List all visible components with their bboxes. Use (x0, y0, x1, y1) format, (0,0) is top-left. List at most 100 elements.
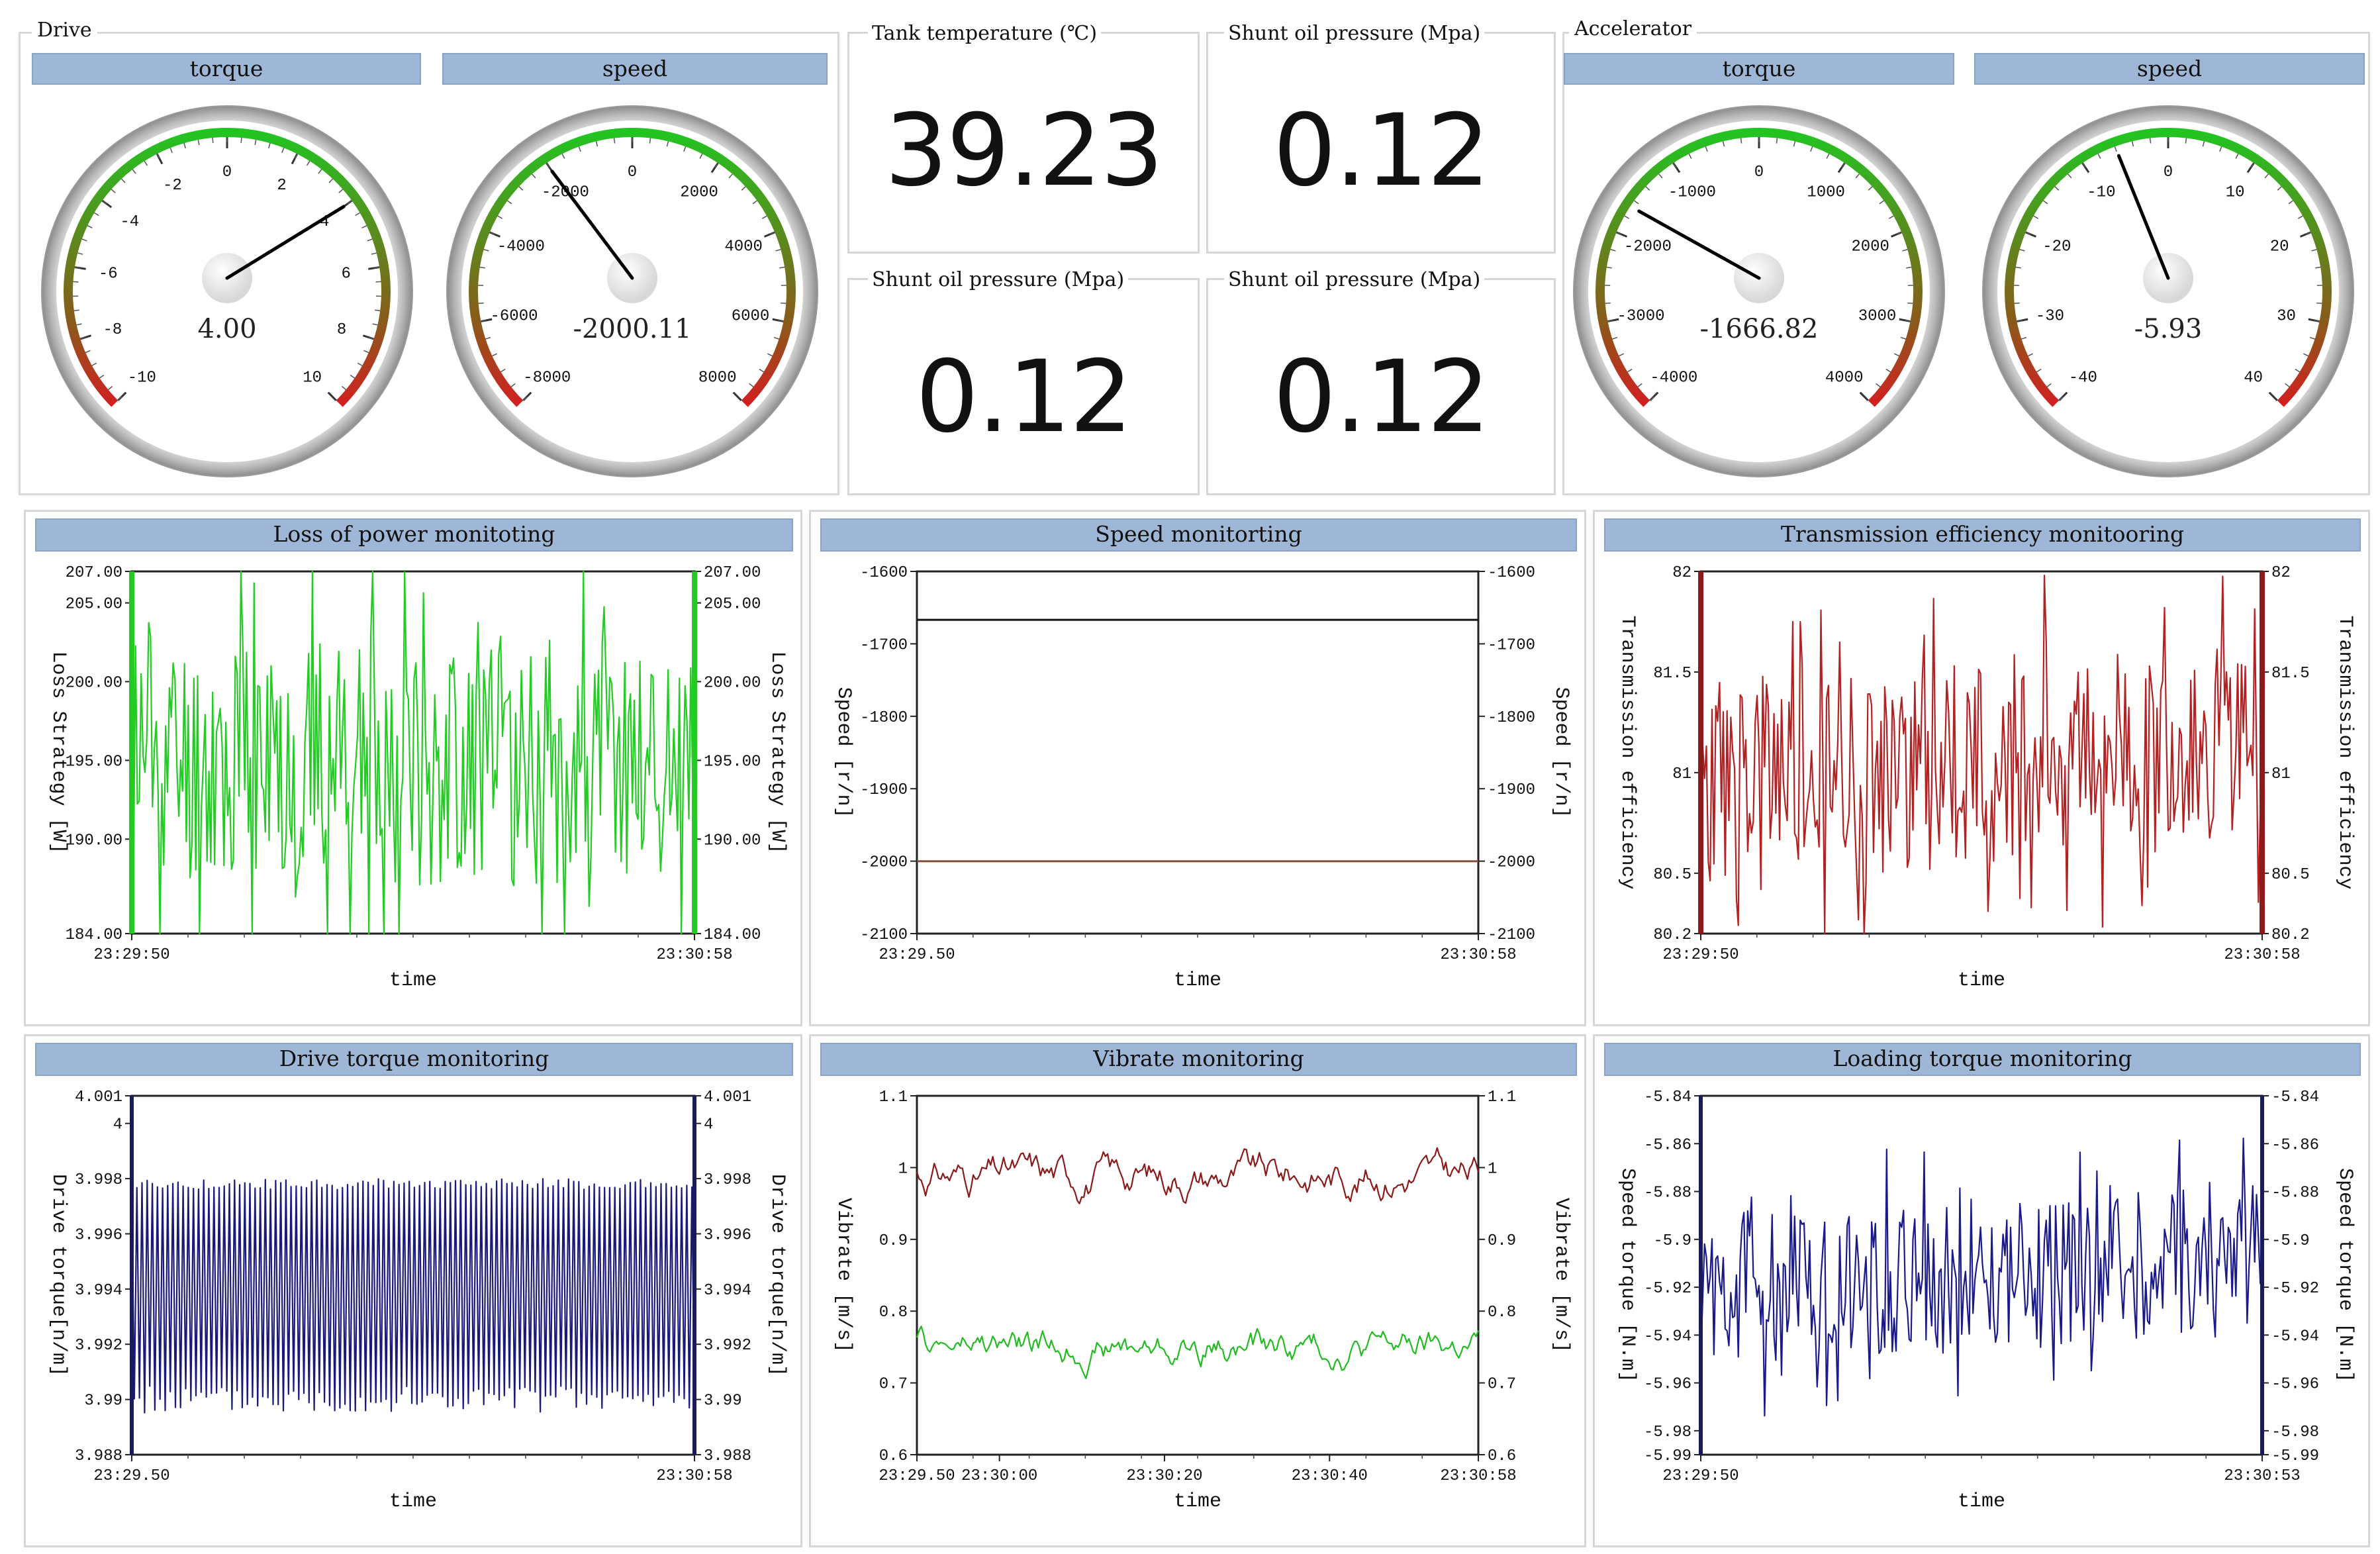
gauge-minor-tick (2021, 336, 2027, 340)
drive-torque-header: torque (32, 53, 421, 85)
loss-of-power-chart: 207.00 207.00 205.00 205.00 200.00 200.00 195.… (47, 564, 788, 992)
y-tick-label-right: 207.00 (704, 564, 761, 582)
y-tick-label: -5.88 (1644, 1185, 1691, 1202)
gauge-minor-tick (368, 336, 374, 340)
gauge-tick-label: 8000 (698, 369, 737, 387)
gauge-minor-tick (666, 141, 669, 147)
y-tick-label: 0.8 (879, 1304, 908, 1322)
tank-temperature-value: 39.23 (884, 93, 1163, 209)
gauge-minor-tick (1776, 138, 1778, 144)
gauge-tick-label: 20 (2270, 238, 2289, 256)
gauge-minor-tick (778, 320, 784, 322)
gauge-minor-tick (2025, 232, 2031, 235)
y-axis-title-right: Speed torque [N.m] (2334, 1168, 2356, 1383)
accelerator-torque-gauge: -4000 -3000 -2000 -1000 0 1000 2000 3000 4000 -16… (1573, 105, 1945, 477)
y-tick-label: 80.5 (1653, 866, 1691, 884)
gauge-tick-label: -10 (2087, 184, 2115, 202)
gauge-minor-tick (2149, 138, 2152, 144)
loading-torque-panel: Loading torque monitoring -5.84 -5.84 -5.8… (1593, 1034, 2370, 1547)
gauge-minor-tick (2131, 141, 2134, 147)
gauge-arc-left (469, 128, 633, 407)
gauge-minor-tick (518, 186, 524, 191)
y-tick-label: 80.2 (1653, 926, 1691, 944)
series-line-0 (130, 570, 696, 935)
gauge-minor-tick (120, 178, 126, 183)
gauge-minor-tick (2017, 320, 2023, 322)
y-axis-title: Drive torque[n/m] (47, 1174, 70, 1377)
gauge-minor-tick (1894, 353, 1899, 357)
y-tick-label: -5.98 (1644, 1424, 1691, 1441)
x-tick-label: 23:30:53 (2224, 1467, 2300, 1485)
gauge-minor-tick (2250, 162, 2255, 168)
gauge-minor-tick (1885, 368, 1891, 373)
gauge-minor-tick (1907, 302, 1913, 305)
loss-of-power-title: Loss of power monitoting (35, 518, 793, 552)
gauge-minor-tick (1610, 249, 1616, 252)
x-tick-label: 23:29:50 (1662, 1467, 1738, 1485)
x-axis-title: time (1174, 969, 1221, 992)
y-tick-label-right: 80.5 (2271, 866, 2310, 884)
gauge-minor-tick (1868, 186, 1873, 191)
gauge-tick-label: 4000 (1825, 369, 1864, 387)
x-axis-title: time (1958, 1490, 2005, 1513)
y-tick-label: -1600 (860, 564, 908, 582)
y-tick-label-right: 0.7 (1488, 1376, 1516, 1394)
gauge-minor-tick (2028, 353, 2033, 357)
y-tick-label-right: 81 (2271, 765, 2291, 783)
gauge-tick-label: 4000 (724, 238, 763, 256)
gauge-minor-tick (507, 200, 512, 205)
gauge-minor-tick (371, 252, 377, 255)
y-tick-label-right: -1900 (1488, 781, 1535, 799)
gauge-tick-label: 3000 (1858, 308, 1897, 326)
gauge-value-text: 4.00 (197, 314, 256, 344)
y-tick-label: 3.996 (75, 1226, 122, 1244)
speed-monitoring-chart: -1600 -1600 -1700 -1700 -1800 -1800 -1900 -1900… (832, 564, 1572, 992)
y-axis-title-right: Vibrate [m/s] (1550, 1198, 1572, 1353)
gauge-tick-label: -3000 (1617, 308, 1664, 326)
drive-torque-title: Drive torque monitoring (35, 1043, 793, 1076)
gauge-tick-label: -2000 (1624, 238, 1672, 256)
vibrate-title: Vibrate monitoring (820, 1043, 1577, 1076)
gauge-tick-label: -30 (2036, 308, 2064, 326)
y-axis-title-right: Speed [r/n] (1550, 687, 1572, 818)
shunt-oil-pressure-label-1: Shunt oil pressure (Mpa) (1224, 22, 1485, 45)
gauge-minor-tick (77, 252, 83, 255)
gauge-tick-label: 30 (2277, 308, 2296, 326)
gauge-minor-tick (497, 215, 503, 219)
gauge-minor-tick (1672, 162, 1677, 168)
y-tick-label: 0.9 (879, 1232, 908, 1250)
y-tick-label: -5.92 (1644, 1280, 1691, 1298)
x-axis-title: time (1958, 969, 2005, 992)
gauge-minor-tick (367, 238, 373, 242)
gauge-minor-tick (546, 162, 550, 168)
y-tick-label: 3.99 (84, 1392, 122, 1410)
gauge-minor-tick (306, 160, 310, 166)
gauge-minor-tick (532, 173, 536, 179)
gauge-tick-label: 10 (2226, 184, 2245, 202)
gauge-minor-tick (169, 148, 173, 154)
gauge-minor-tick (2033, 215, 2039, 219)
gauge-minor-tick (2311, 249, 2317, 252)
series-line-0 (1699, 574, 2263, 935)
gauge-minor-tick (1616, 232, 1622, 235)
gauge-minor-tick (2288, 200, 2293, 205)
y-tick-label-right: 205.00 (704, 596, 761, 614)
y-tick-label: 0.6 (879, 1447, 908, 1465)
gauge-minor-tick (483, 249, 489, 252)
y-tick-label: 184.00 (66, 926, 122, 944)
y-tick-label: 205.00 (66, 596, 122, 614)
gauge-minor-tick (85, 350, 91, 354)
loading-torque-chart: -5.84 -5.84 -5.86 -5.86 -5.88 -5.88 -5.9 -5.9 -5… (1616, 1089, 2356, 1513)
gauge-tick-label: 0 (222, 164, 232, 181)
gauge-minor-tick (375, 281, 381, 283)
gauge-minor-tick (649, 138, 651, 144)
gauge-minor-tick (107, 385, 113, 391)
y-tick-label-right: 3.988 (704, 1447, 751, 1465)
gauge-tick-label: -40 (2069, 369, 2097, 387)
x-tick-label: 23:30:00 (961, 1467, 1037, 1485)
x-tick-label: 23:30:20 (1126, 1467, 1202, 1485)
plot-frame (1699, 1094, 2263, 1456)
y-tick-label: 81.5 (1653, 665, 1691, 683)
y-axis-title: Speed torque [N.m] (1616, 1168, 1639, 1383)
gauge-minor-tick (1826, 154, 1830, 159)
